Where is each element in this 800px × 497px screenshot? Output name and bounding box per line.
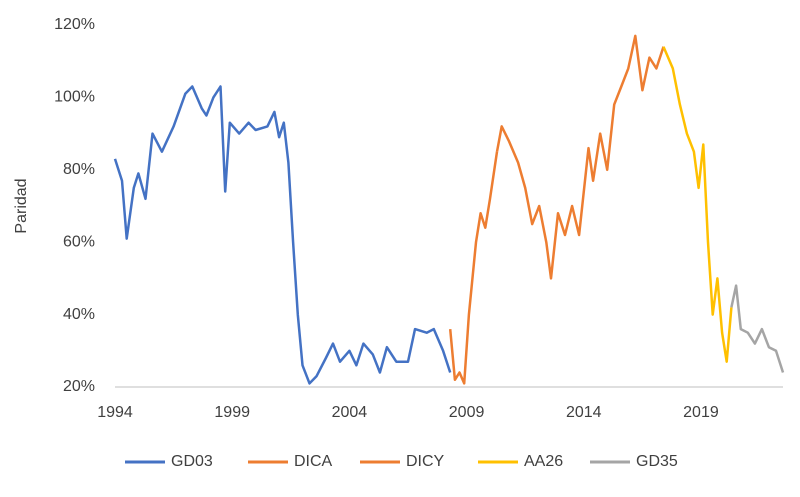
series-line [113,85,452,385]
series-line [662,46,733,363]
legend-label: DICY [406,453,445,470]
y-tick-label: 80% [63,161,95,178]
y-axis-label: Paridad [13,178,30,233]
series-line [448,151,499,385]
y-tick-label: 60% [63,233,95,250]
legend-label: GD03 [171,453,213,470]
legend-label: GD35 [636,453,678,470]
x-tick-label: 2009 [449,404,485,421]
y-tick-label: 40% [63,306,95,323]
x-tick-label: 1994 [97,404,133,421]
y-tick-label: 120% [54,16,95,33]
x-tick-label: 2004 [332,404,368,421]
x-tick-label: 2019 [683,404,719,421]
x-tick-label: 2014 [566,404,602,421]
legend-label: DICA [294,453,333,470]
x-tick-label: 1999 [214,404,250,421]
y-tick-label: 20% [63,378,95,395]
legend-label: AA26 [524,453,563,470]
y-tick-label: 100% [54,89,95,106]
series-line [730,284,785,373]
series-line [495,34,665,280]
